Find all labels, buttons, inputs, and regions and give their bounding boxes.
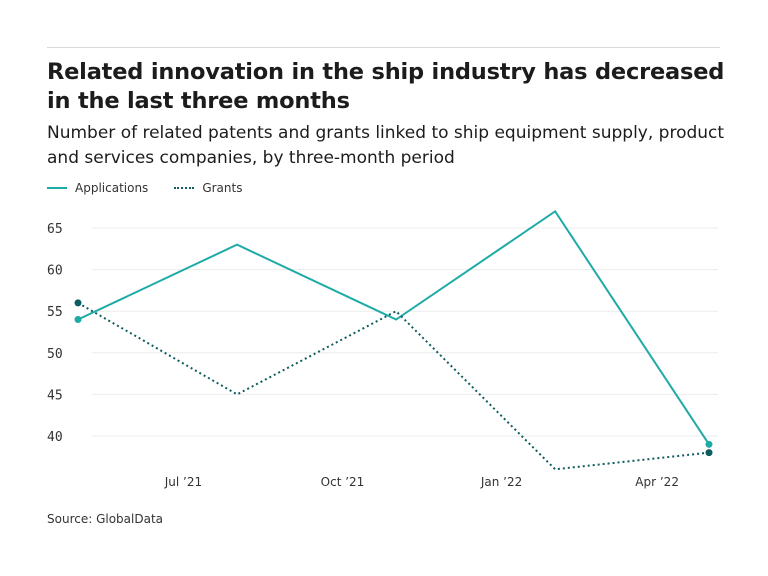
data-point-grants xyxy=(74,299,82,307)
x-tick-label: Oct ’21 xyxy=(321,475,365,489)
y-tick-label: 50 xyxy=(47,347,63,362)
y-tick-label: 65 xyxy=(47,222,63,237)
y-tick-label: 60 xyxy=(47,264,63,279)
data-point-grants xyxy=(705,449,713,457)
chart-subtitle: Number of related patents and grants lin… xyxy=(47,123,725,168)
data-point-applications xyxy=(705,440,713,448)
legend: Applications Grants xyxy=(47,181,242,195)
legend-label-grants: Grants xyxy=(202,181,243,195)
top-divider xyxy=(47,47,720,48)
chart-title: Related innovation in the ship industry … xyxy=(47,59,725,114)
legend-swatch-applications xyxy=(47,187,67,189)
data-point-applications xyxy=(74,316,82,324)
y-tick-label: 45 xyxy=(47,388,63,403)
x-tick-label: Apr ’22 xyxy=(635,475,679,489)
x-tick-label: Jan ’22 xyxy=(480,475,522,489)
source-note: Source: GlobalData xyxy=(47,512,164,526)
legend-swatch-grants xyxy=(174,187,195,189)
series-line-grants xyxy=(77,302,710,471)
x-tick-label: Jul ’21 xyxy=(164,475,202,489)
y-tick-label: 55 xyxy=(47,305,63,320)
series-line-applications xyxy=(77,209,710,445)
y-tick-label: 40 xyxy=(47,430,63,445)
legend-label-applications: Applications xyxy=(75,181,149,195)
